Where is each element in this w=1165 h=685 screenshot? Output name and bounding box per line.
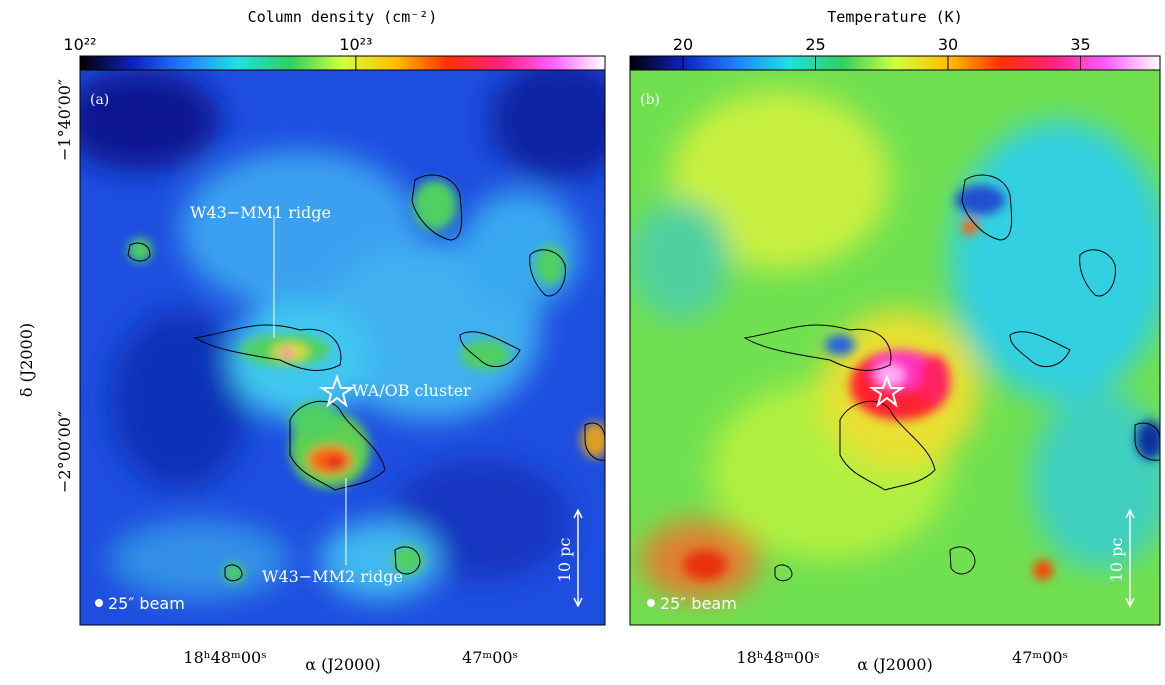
x-tick-label: 47ᵐ00ˢ xyxy=(462,648,518,667)
x-tick-label: 47ᵐ00ˢ xyxy=(1012,648,1068,667)
colorbar-tick-label: 20 xyxy=(673,35,693,54)
beam-label: 25″ beam xyxy=(660,594,737,613)
annotation: W43−MM1 ridge xyxy=(190,203,331,222)
scale-bar-label: 10 pc xyxy=(555,538,574,583)
colorbar-title: Column density (cm⁻²) xyxy=(248,8,438,26)
colorbar xyxy=(629,55,1161,71)
y-tick-label: −1°40′00″ xyxy=(55,79,74,161)
panel-label: (b) xyxy=(640,92,660,108)
x-tick-label: 18ʰ48ᵐ00ˢ xyxy=(736,648,819,667)
y-tick-label: −2°00′00″ xyxy=(55,411,74,493)
colorbar xyxy=(79,55,606,71)
x-tick-label: 18ʰ48ᵐ00ˢ xyxy=(183,648,266,667)
x-axis-label: α (J2000) xyxy=(305,655,381,674)
panel-label: (a) xyxy=(90,92,109,108)
beam-label: 25″ beam xyxy=(108,594,185,613)
colorbar-tick-label: 25 xyxy=(805,35,825,54)
x-axis-label: α (J2000) xyxy=(857,655,933,674)
column-density-map xyxy=(80,70,605,625)
scale-bar-label: 10 pc xyxy=(1107,538,1126,583)
temperature-map xyxy=(630,70,1160,625)
annotation: W43−MM2 ridge xyxy=(262,567,403,586)
colorbars: Column density (cm⁻²) 10²² 10²³ Temperature… xyxy=(63,8,1161,71)
colorbar-tick-label: 30 xyxy=(938,35,958,54)
colorbar-tick-label: 10²² xyxy=(63,35,96,54)
colorbar-title: Temperature (K) xyxy=(827,8,962,26)
y-axis-label: δ (J2000) xyxy=(17,323,36,397)
colorbar-tick-label: 35 xyxy=(1070,35,1090,54)
colorbar-tick-label: 10²³ xyxy=(339,35,372,54)
annotation: WA/OB cluster xyxy=(352,381,471,400)
